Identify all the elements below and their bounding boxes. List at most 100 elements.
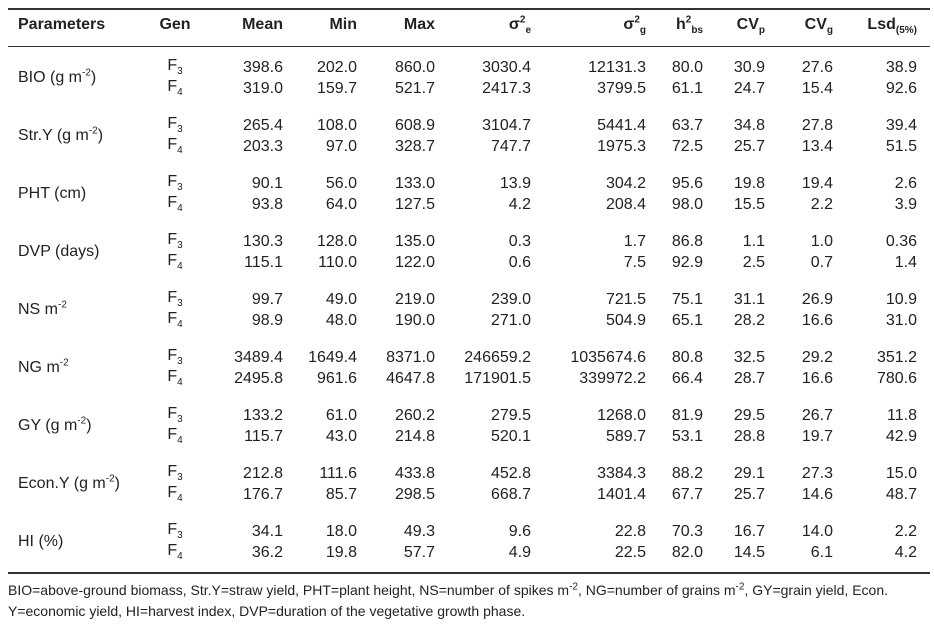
text-segment: Min [329, 16, 357, 33]
text-segment: h [675, 16, 686, 33]
value-cell: 30.9 [733, 59, 765, 76]
value-cell: 2417.3 [482, 80, 531, 97]
value-cell: 3030.4 [482, 59, 531, 76]
value-cell: 202.0 [316, 59, 357, 76]
value-cell: 28.2 [733, 312, 765, 329]
generation: F3 [135, 404, 215, 425]
value-cell: 13.9 [499, 175, 531, 192]
text-segment: F [167, 368, 178, 385]
value-cell: 130.3 [242, 233, 283, 250]
text-segment: ) [90, 69, 97, 86]
subscript: 3 [177, 298, 183, 310]
value-cell: 53.1 [671, 428, 703, 445]
value-cell: 212.8 [242, 465, 283, 482]
value-cell: 31.1 [733, 291, 765, 308]
text-segment: F [167, 57, 178, 74]
parameter-label: GY (g m-2) [18, 416, 92, 436]
text-segment: F [167, 289, 178, 306]
text-segment: ) [114, 475, 120, 492]
value-cell: 25.7 [733, 486, 765, 503]
value-cell: 63.7 [671, 117, 703, 134]
value-cell: 14.0 [801, 523, 833, 540]
value-cell: 4.2 [894, 544, 917, 561]
value-cell: 72.5 [671, 138, 703, 155]
text-segment: Econ.Y (g m [18, 475, 106, 492]
text-segment: NG m [18, 359, 60, 376]
value-cell: 1.1 [742, 233, 765, 250]
value-cell: 7.5 [623, 254, 646, 271]
value-cell: 49.0 [325, 291, 357, 308]
value-cell: 92.9 [671, 254, 703, 271]
value-cell: 14.6 [801, 486, 833, 503]
text-segment: ) [97, 127, 104, 144]
generation: F4 [135, 367, 215, 388]
value-cell: 4.9 [508, 544, 531, 561]
supscript: -2 [82, 67, 91, 79]
value-cell: 38.9 [885, 59, 917, 76]
value-cell: 80.0 [671, 59, 703, 76]
value-cell: 15.4 [801, 80, 833, 97]
subscript: e [525, 25, 531, 37]
value-cell: 108.0 [316, 117, 357, 134]
generation: F3 [135, 114, 215, 136]
value-cell: 31.0 [885, 312, 917, 329]
value-cell: 298.5 [394, 486, 435, 503]
value-cell: 1035674.6 [570, 349, 646, 366]
column-header: Parameters [18, 15, 105, 35]
text-segment: σ [508, 16, 520, 33]
text-segment: F [167, 463, 178, 480]
column-header: Lsd(5%) [867, 15, 917, 36]
value-cell: 128.0 [316, 233, 357, 250]
value-cell: 521.7 [394, 80, 435, 97]
text-segment: F [167, 426, 178, 443]
generation: F3 [135, 172, 215, 194]
top-rule [8, 8, 930, 10]
value-cell: 13.4 [801, 138, 833, 155]
value-cell: 115.1 [244, 254, 283, 271]
value-cell: 97.0 [325, 138, 357, 155]
value-cell: 115.7 [244, 428, 283, 445]
supscript: 2 [634, 14, 640, 26]
subscript: bs [691, 25, 703, 37]
generation: F3 [135, 520, 215, 541]
value-cell: 3384.3 [597, 465, 646, 482]
value-cell: 4647.8 [386, 370, 435, 387]
value-cell: 279.5 [490, 407, 531, 424]
subscript: 4 [177, 319, 183, 331]
value-cell: 3799.5 [597, 80, 646, 97]
generation: F4 [135, 193, 215, 214]
subscript: 3 [177, 182, 183, 194]
text-segment: NS m [18, 301, 58, 318]
value-cell: 1401.4 [597, 486, 646, 503]
value-cell: 42.9 [885, 428, 917, 445]
parameter-label: BIO (g m-2) [18, 68, 96, 88]
value-cell: 135.0 [394, 233, 435, 250]
value-cell: 56.0 [325, 175, 357, 192]
value-cell: 265.4 [242, 117, 283, 134]
subscript: 3 [177, 124, 183, 136]
value-cell: 239.0 [490, 291, 531, 308]
parameter-label: PHT (cm) [18, 184, 86, 204]
subscript: p [758, 25, 765, 37]
value-cell: 51.5 [885, 138, 917, 155]
value-cell: 61.1 [671, 80, 703, 97]
value-cell: 2.2 [810, 196, 833, 213]
value-cell: 22.5 [614, 544, 646, 561]
value-cell: 39.4 [885, 117, 917, 134]
text-segment: Gen [159, 16, 191, 33]
value-cell: 29.5 [733, 407, 765, 424]
bottom-rule [8, 572, 930, 574]
subscript: 3 [177, 240, 183, 252]
text-segment: HI (%) [18, 533, 64, 550]
value-cell: 860.0 [394, 59, 435, 76]
value-cell: 82.0 [671, 544, 703, 561]
parameter-label: NS m-2 [18, 300, 67, 320]
value-cell: 11.8 [887, 407, 917, 424]
footnote: BIO=above-ground biomass, Str.Y=straw yi… [8, 580, 930, 622]
value-cell: 961.6 [316, 370, 357, 387]
column-header: CVp [737, 15, 765, 37]
value-cell: 1649.4 [308, 349, 357, 366]
column-header: Mean [242, 15, 283, 35]
value-cell: 721.5 [605, 291, 646, 308]
value-cell: 16.7 [733, 523, 765, 540]
